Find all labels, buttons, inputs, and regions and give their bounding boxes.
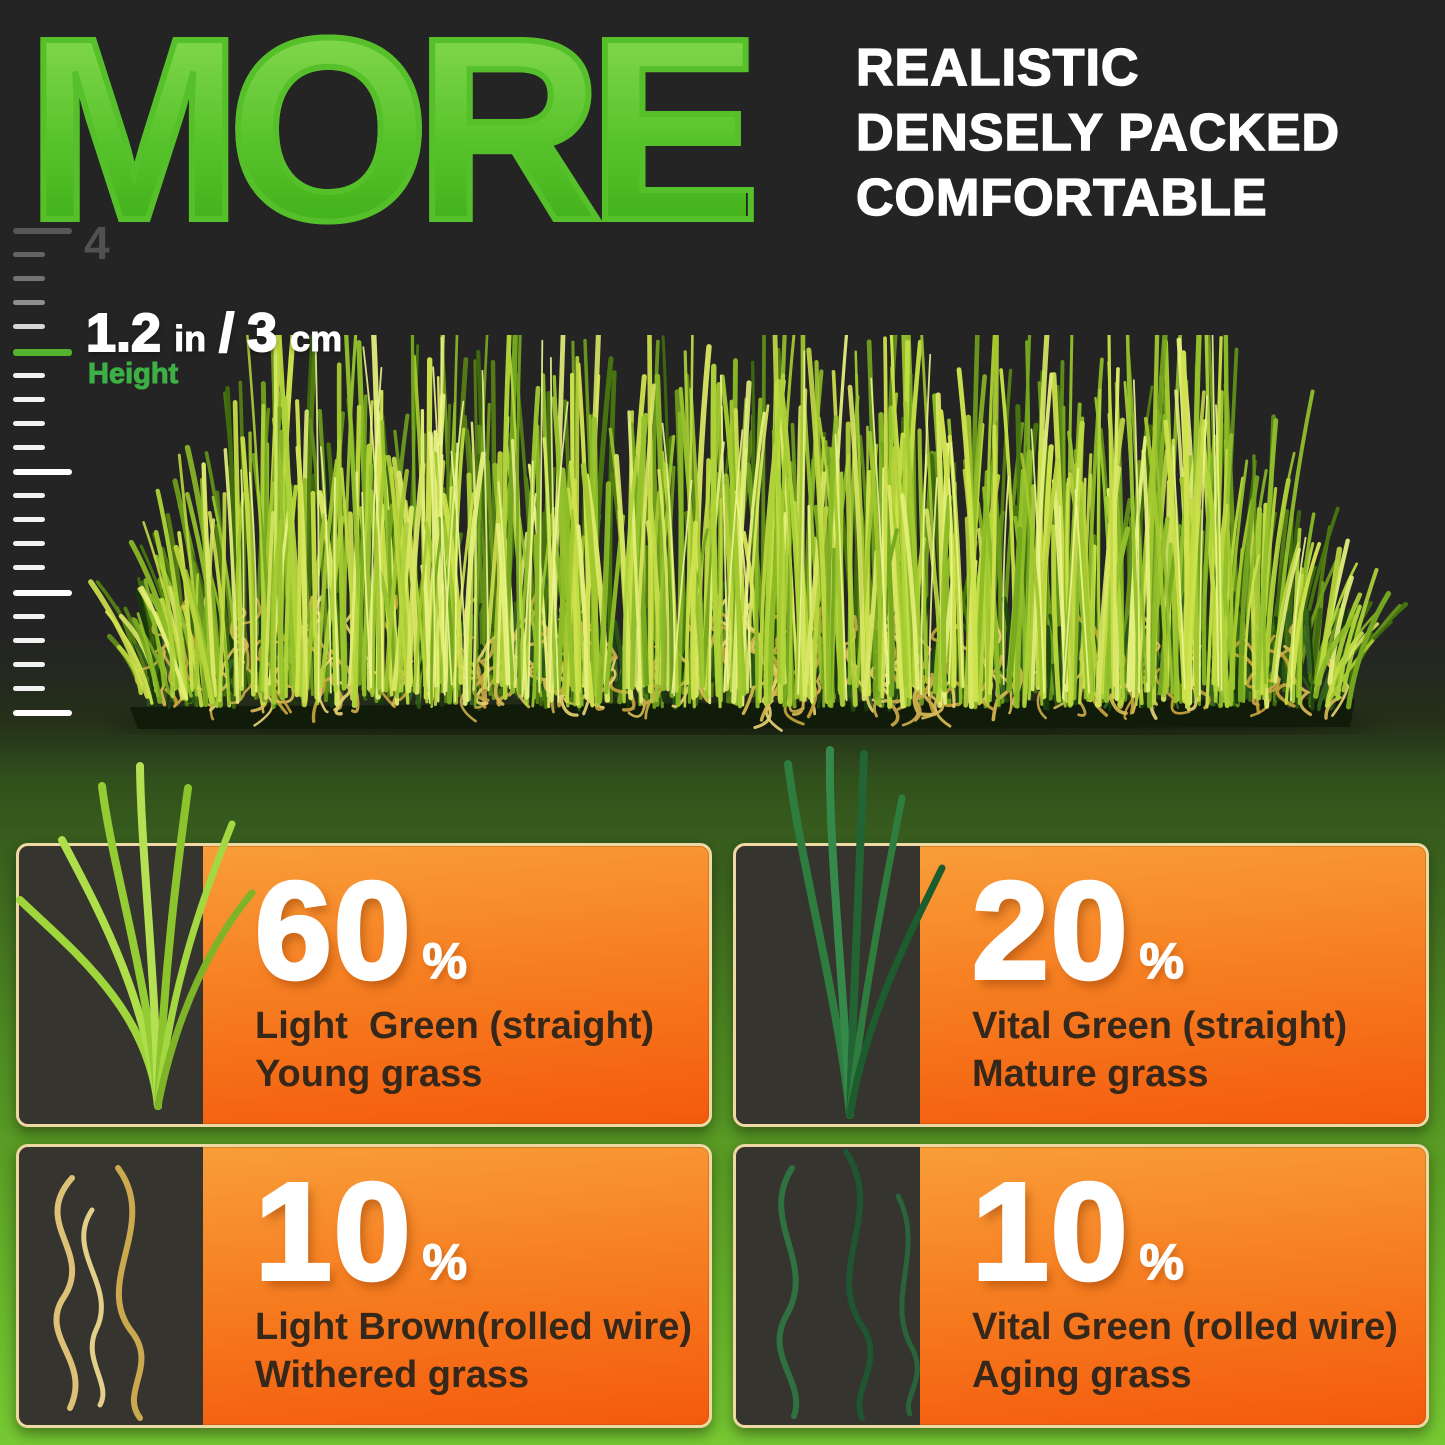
height-measurement: 1.2 in / 3 cm — [85, 303, 343, 363]
ruler-tick — [13, 397, 45, 402]
ruler-tick — [13, 686, 45, 691]
card-description: Light Brown(rolled wire) Withered grass — [255, 1304, 701, 1400]
percent-value: 10 — [970, 1155, 1130, 1309]
blade-sample-panel — [19, 846, 203, 1124]
percent-row: 10 % — [253, 1155, 701, 1309]
ruler-tick-highlight — [13, 349, 72, 356]
height-value-cm: 3 — [246, 303, 278, 363]
card-description-line2: Aging grass — [972, 1353, 1192, 1396]
height-value-inches: 1.2 — [85, 303, 162, 363]
card-description-line1: Vital Green (straight) — [972, 1005, 1348, 1048]
subtitle: REALISTIC DENSELY PACKED COMFORTABLE — [855, 36, 1341, 231]
card-description-line1: Vital Green (rolled wire) — [972, 1306, 1398, 1349]
composition-cards: 60 % Light Green (straight) Young grass … — [16, 843, 1429, 1428]
ruler-tick — [13, 469, 72, 475]
height-unit-inches: in — [174, 318, 207, 359]
card-vital-green-straight: 20 % Vital Green (straight) Mature grass — [733, 843, 1429, 1127]
ruler-tick — [13, 710, 72, 716]
subtitle-line-3: COMFORTABLE — [855, 168, 1268, 228]
card-light-brown-rolled-wire: 10 % Light Brown(rolled wire) Withered g… — [16, 1144, 712, 1428]
ruler-tick — [13, 493, 45, 498]
ruler-tick — [13, 421, 45, 426]
height-label: Height — [87, 358, 179, 391]
blade-sample-panel — [736, 846, 920, 1124]
blade-sample-panel — [736, 1147, 920, 1425]
ruler-tick — [13, 541, 45, 546]
subtitle-line-2: DENSELY PACKED — [855, 103, 1341, 163]
percent-row: 10 % — [970, 1155, 1418, 1309]
card-description-line2: Withered grass — [255, 1353, 530, 1396]
percent-value: 20 — [970, 854, 1130, 1008]
percent-sign: % — [1139, 932, 1185, 990]
percent-sign: % — [422, 932, 468, 990]
ruler-tick — [13, 638, 45, 643]
card-description: Vital Green (straight) Mature grass — [972, 1003, 1418, 1099]
height-unit-cm: cm — [290, 318, 343, 359]
card-description-line2: Young grass — [255, 1052, 483, 1095]
subtitle-line-1: REALISTIC — [855, 38, 1140, 98]
ruler-tick — [13, 662, 45, 667]
page-title: MORE — [23, 0, 764, 275]
ruler-tick — [13, 228, 72, 234]
card-description-line1: Light Green (straight) — [255, 1005, 654, 1048]
ruler-tick — [13, 252, 45, 257]
card-vital-green-rolled-wire: 10 % Vital Green (rolled wire) Aging gra… — [733, 1144, 1429, 1428]
card-description-line1: Light Brown(rolled wire) — [255, 1306, 692, 1349]
ruler-tick — [13, 300, 45, 305]
percent-row: 20 % — [970, 854, 1418, 1008]
ruler-tick — [13, 590, 72, 596]
ruler-tick — [13, 565, 45, 570]
ruler-tick — [13, 373, 45, 378]
height-separator: / — [218, 303, 235, 363]
card-description: Light Green (straight) Young grass — [255, 1003, 701, 1099]
percent-sign: % — [422, 1233, 468, 1291]
blade-sample-panel — [19, 1147, 203, 1425]
card-light-green-straight: 60 % Light Green (straight) Young grass — [16, 843, 712, 1127]
grass-turf-image — [88, 335, 1409, 735]
card-description: Vital Green (rolled wire) Aging grass — [972, 1304, 1418, 1400]
percent-value: 10 — [253, 1155, 413, 1309]
ruler-top-label: 4 — [84, 216, 110, 270]
ruler-tick — [13, 614, 45, 619]
ruler-tick — [13, 276, 45, 281]
percent-row: 60 % — [253, 854, 701, 1008]
percent-value: 60 — [253, 854, 413, 1008]
ruler-tick — [13, 517, 45, 522]
ruler-tick — [13, 445, 45, 450]
ruler-tick — [13, 324, 45, 329]
percent-sign: % — [1139, 1233, 1185, 1291]
card-description-line2: Mature grass — [972, 1052, 1209, 1095]
